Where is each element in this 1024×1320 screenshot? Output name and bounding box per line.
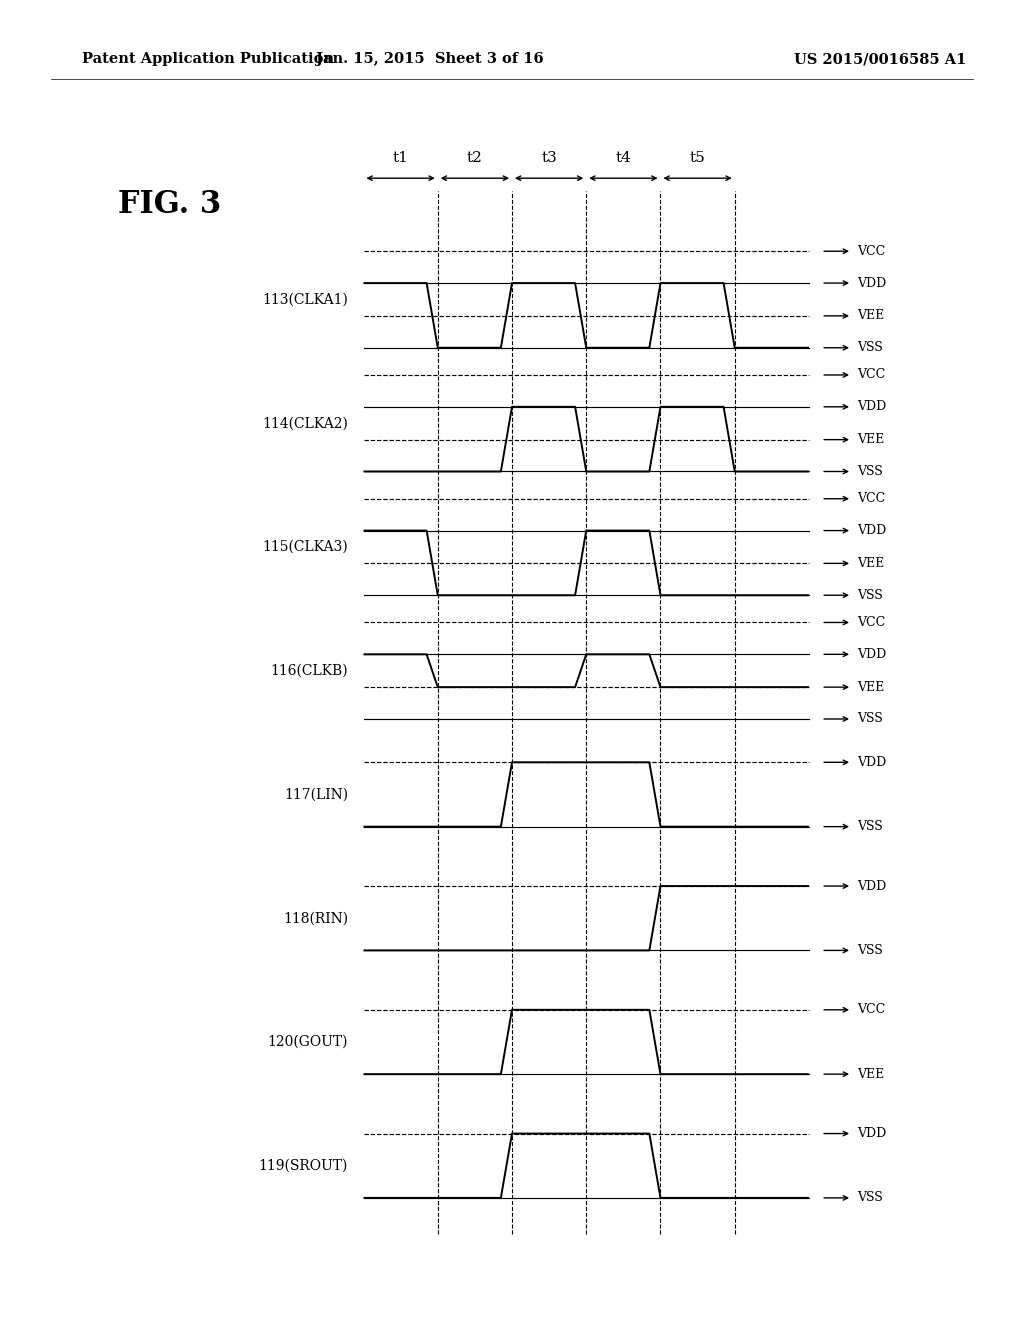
Text: t4: t4: [615, 152, 632, 165]
Text: 117(LIN): 117(LIN): [284, 788, 348, 801]
Text: VSS: VSS: [857, 713, 883, 726]
Text: VDD: VDD: [857, 1127, 887, 1140]
Text: 116(CLKB): 116(CLKB): [270, 664, 348, 677]
Text: 113(CLKA1): 113(CLKA1): [262, 293, 348, 306]
Text: VSS: VSS: [857, 820, 883, 833]
Text: 114(CLKA2): 114(CLKA2): [262, 416, 348, 430]
Text: 115(CLKA3): 115(CLKA3): [262, 540, 348, 554]
Text: FIG. 3: FIG. 3: [118, 189, 221, 220]
Text: VSS: VSS: [857, 465, 883, 478]
Text: VDD: VDD: [857, 400, 887, 413]
Text: US 2015/0016585 A1: US 2015/0016585 A1: [795, 53, 967, 66]
Text: VEE: VEE: [857, 309, 885, 322]
Text: VCC: VCC: [857, 492, 886, 506]
Text: VCC: VCC: [857, 616, 886, 628]
Text: Jan. 15, 2015  Sheet 3 of 16: Jan. 15, 2015 Sheet 3 of 16: [316, 53, 544, 66]
Text: t1: t1: [392, 152, 409, 165]
Text: VCC: VCC: [857, 368, 886, 381]
Text: VSS: VSS: [857, 944, 883, 957]
Text: VCC: VCC: [857, 244, 886, 257]
Text: t2: t2: [467, 152, 483, 165]
Text: t3: t3: [542, 152, 557, 165]
Text: VDD: VDD: [857, 524, 887, 537]
Text: t5: t5: [690, 152, 706, 165]
Text: VDD: VDD: [857, 648, 887, 661]
Text: VSS: VSS: [857, 589, 883, 602]
Text: VDD: VDD: [857, 277, 887, 289]
Text: VDD: VDD: [857, 756, 887, 768]
Text: VDD: VDD: [857, 879, 887, 892]
Text: VSS: VSS: [857, 342, 883, 354]
Text: 118(RIN): 118(RIN): [283, 911, 348, 925]
Text: VEE: VEE: [857, 557, 885, 570]
Text: 119(SROUT): 119(SROUT): [259, 1159, 348, 1172]
Text: VEE: VEE: [857, 681, 885, 693]
Text: VEE: VEE: [857, 1068, 885, 1081]
Text: 120(GOUT): 120(GOUT): [267, 1035, 348, 1049]
Text: Patent Application Publication: Patent Application Publication: [82, 53, 334, 66]
Text: VSS: VSS: [857, 1192, 883, 1204]
Text: VCC: VCC: [857, 1003, 886, 1016]
Text: VEE: VEE: [857, 433, 885, 446]
